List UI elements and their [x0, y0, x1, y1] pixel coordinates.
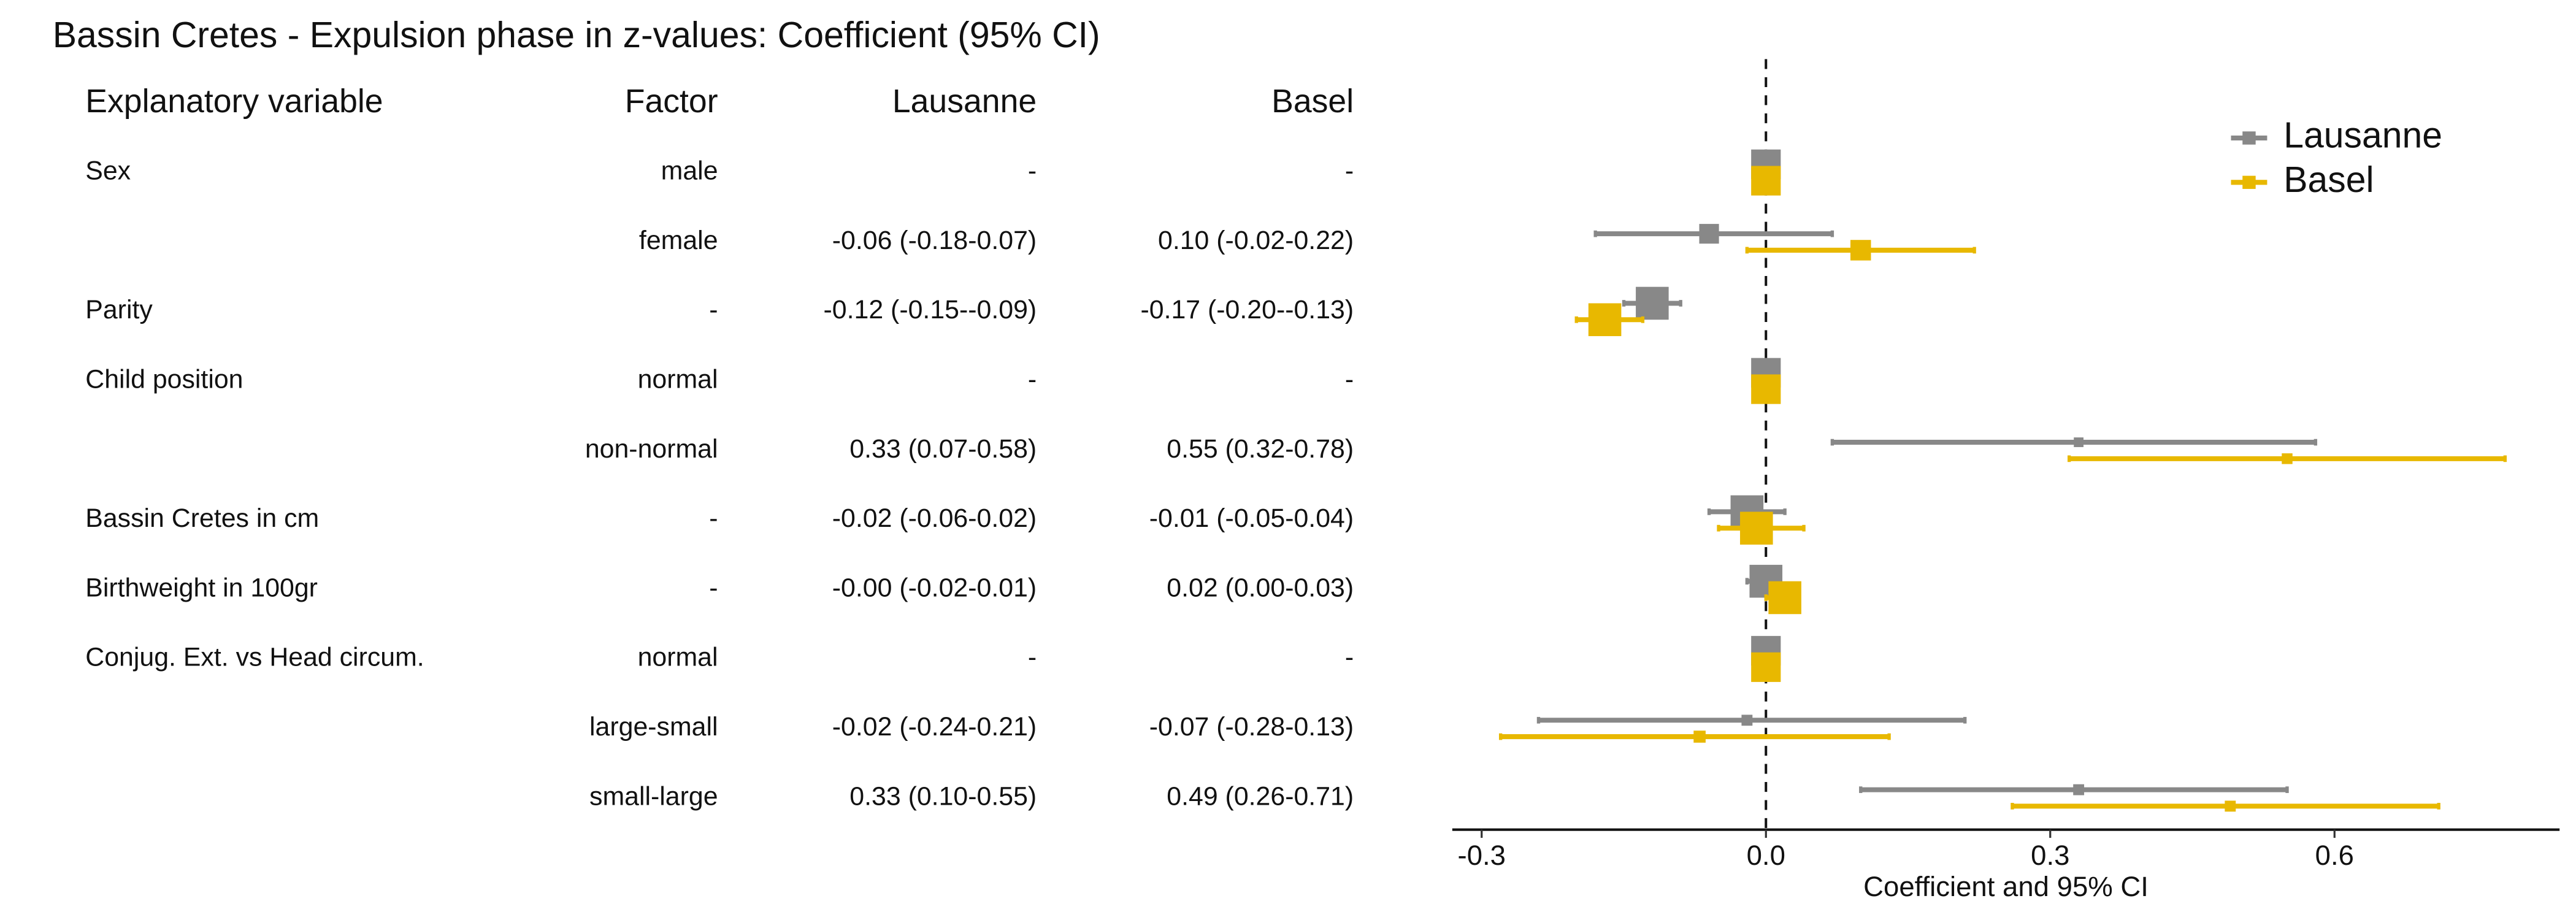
point-marker: [1699, 224, 1719, 244]
chart-title: Bassin Cretes - Expulsion phase in z-val…: [53, 15, 1100, 55]
point-marker: [1740, 512, 1773, 545]
value-label: -0.00 (-0.02-0.01): [832, 573, 1037, 602]
point-marker: [2074, 437, 2083, 447]
factor-label: normal: [638, 364, 718, 394]
point-marker: [1751, 652, 1781, 682]
point-marker: [1741, 715, 1753, 726]
factor-label: small-large: [589, 781, 718, 811]
point-marker: [1751, 374, 1781, 404]
value-label: -0.01 (-0.05-0.04): [1149, 504, 1354, 533]
x-tick-label: 0.0: [1747, 840, 1785, 871]
factor-label: -: [709, 504, 718, 533]
factor-label: large-small: [589, 712, 718, 742]
value-label: -: [1028, 643, 1037, 672]
point-marker: [1636, 286, 1669, 320]
point-marker: [1588, 303, 1622, 337]
legend-label: Lausanne: [2283, 116, 2442, 156]
value-label: -0.12 (-0.15--0.09): [824, 295, 1037, 324]
value-label: 0.33 (0.10-0.55): [849, 781, 1037, 811]
x-tick-label: -0.3: [1458, 840, 1506, 871]
point-marker: [1693, 730, 1706, 743]
point-marker: [2282, 453, 2293, 464]
value-label: -0.07 (-0.28-0.13): [1149, 712, 1354, 742]
column-header: Lausanne: [892, 83, 1037, 120]
value-label: -: [1345, 364, 1354, 394]
point-marker: [2073, 784, 2085, 795]
factor-label: -: [709, 295, 718, 324]
value-label: 0.10 (-0.02-0.22): [1158, 226, 1354, 255]
column-header: Factor: [625, 83, 718, 120]
value-label: -: [1028, 156, 1037, 186]
legend-marker: [2242, 175, 2256, 190]
column-header: Explanatory variable: [85, 83, 383, 120]
factor-label: non-normal: [585, 434, 718, 464]
factor-label: normal: [638, 643, 718, 672]
value-label: 0.33 (0.07-0.58): [849, 434, 1037, 464]
variable-label: Conjug. Ext. vs Head circum.: [85, 643, 424, 672]
variable-label: Child position: [85, 364, 243, 394]
legend-label: Basel: [2283, 160, 2374, 200]
value-label: -: [1028, 364, 1037, 394]
x-axis-label: Coefficient and 95% CI: [1863, 871, 2149, 902]
column-header: Basel: [1271, 83, 1354, 120]
variable-label: Parity: [85, 295, 153, 324]
point-marker: [2225, 800, 2236, 812]
point-marker: [1751, 166, 1781, 196]
variable-label: Birthweight in 100gr: [85, 573, 318, 602]
value-label: -0.17 (-0.20--0.13): [1140, 295, 1354, 324]
variable-label: Bassin Cretes in cm: [85, 504, 319, 533]
x-tick-label: 0.3: [2031, 840, 2069, 871]
value-label: -0.06 (-0.18-0.07): [832, 226, 1037, 255]
legend-marker: [2242, 131, 2256, 145]
value-label: -: [1345, 156, 1354, 186]
factor-label: -: [709, 573, 718, 602]
factor-label: female: [639, 226, 718, 255]
value-label: 0.49 (0.26-0.71): [1167, 781, 1354, 811]
value-label: 0.55 (0.32-0.78): [1167, 434, 1354, 464]
factor-label: male: [661, 156, 718, 186]
point-marker: [1850, 240, 1871, 261]
x-tick-label: 0.6: [2315, 840, 2354, 871]
value-label: -0.02 (-0.06-0.02): [832, 504, 1037, 533]
value-label: -: [1345, 643, 1354, 672]
point-marker: [1768, 581, 1801, 615]
value-label: 0.02 (0.00-0.03): [1167, 573, 1354, 602]
variable-label: Sex: [85, 156, 131, 186]
value-label: -0.02 (-0.24-0.21): [832, 712, 1037, 742]
